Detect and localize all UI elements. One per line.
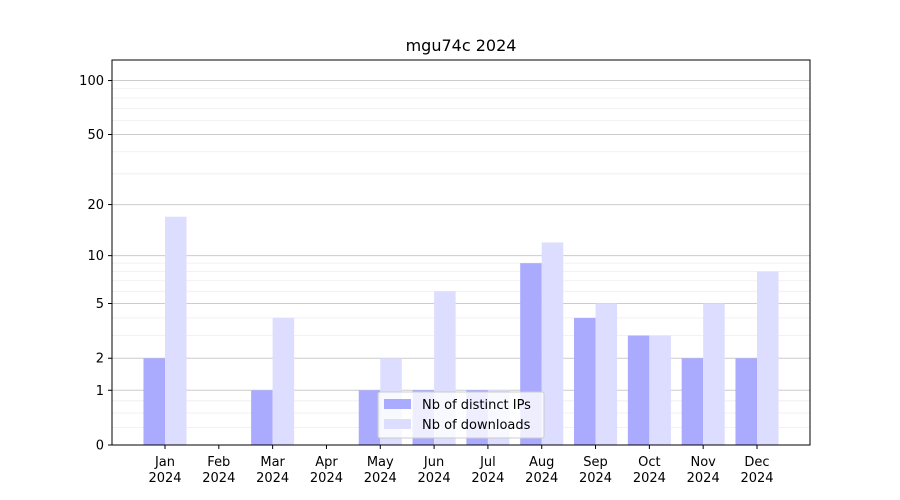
x-tick-label-year: 2024 — [310, 471, 343, 486]
x-tick-label-year: 2024 — [740, 471, 773, 486]
chart-title: mgu74c 2024 — [406, 36, 517, 55]
legend: Nb of distinct IPs Nb of downloads — [377, 391, 545, 439]
bar-aug-downloads — [541, 242, 564, 445]
x-tick-label-month: Jan — [154, 455, 175, 470]
bar-sep-downloads — [595, 303, 618, 445]
y-tick-label: 0 — [96, 439, 104, 454]
legend-swatch-distinct-ips — [384, 399, 411, 409]
y-tick-label: 20 — [87, 198, 104, 213]
x-tick-label-year: 2024 — [525, 471, 558, 486]
x-tick-label-year: 2024 — [418, 471, 451, 486]
bar-jan-distinct-ips — [143, 358, 165, 445]
bar-nov-downloads — [703, 303, 725, 445]
bar-jan-downloads — [165, 216, 187, 445]
x-tick-label-year: 2024 — [148, 471, 181, 486]
bar-mar-distinct-ips — [251, 390, 273, 445]
x-tick-label-month: Mar — [260, 455, 285, 470]
x-tick-label-year: 2024 — [633, 471, 666, 486]
x-tick-label-year: 2024 — [202, 471, 235, 486]
y-tick-label: 10 — [87, 249, 104, 264]
x-tick-label-year: 2024 — [256, 471, 289, 486]
x-tick-label-month: Jul — [479, 455, 496, 470]
legend-swatch-downloads — [384, 419, 411, 429]
x-tick-label-month: Oct — [638, 455, 660, 470]
x-tick-label-year: 2024 — [364, 471, 397, 486]
bar-sep-distinct-ips — [574, 317, 596, 445]
x-tick-label-month: May — [367, 455, 394, 470]
x-tick-label-month: Dec — [744, 455, 769, 470]
y-tick-label: 1 — [96, 384, 104, 399]
legend-label-distinct-ips: Nb of distinct IPs — [422, 398, 531, 413]
legend-label-downloads: Nb of downloads — [422, 418, 531, 433]
y-tick-label: 50 — [87, 128, 104, 143]
x-tick-label-month: Nov — [690, 455, 716, 470]
y-tick-label: 2 — [96, 352, 104, 367]
x-tick-label-month: Apr — [315, 455, 338, 470]
bar-oct-distinct-ips — [627, 335, 650, 445]
x-tick-label-month: Sep — [583, 455, 608, 470]
x-tick-label-month: Jun — [423, 455, 444, 470]
bar-may-distinct-ips — [358, 390, 381, 445]
x-tick-label-year: 2024 — [471, 471, 504, 486]
bar-dec-downloads — [757, 271, 779, 445]
bar-dec-distinct-ips — [735, 358, 757, 445]
y-tick-label: 100 — [79, 74, 104, 89]
bar-mar-downloads — [272, 317, 295, 445]
y-tick-label: 5 — [96, 297, 104, 312]
bar-nov-distinct-ips — [681, 358, 704, 445]
x-tick-label-month: Aug — [529, 455, 554, 470]
bar-oct-downloads — [649, 335, 671, 445]
axis-layer: Jan2024Feb2024Mar2024Apr2024May2024Jun20… — [79, 74, 773, 486]
plot-frame — [111, 59, 811, 446]
x-tick-label-month: Feb — [207, 455, 230, 470]
x-tick-label-year: 2024 — [687, 471, 720, 486]
grid-layer — [112, 80, 810, 446]
legend-box — [377, 391, 545, 439]
x-tick-label-year: 2024 — [579, 471, 612, 486]
